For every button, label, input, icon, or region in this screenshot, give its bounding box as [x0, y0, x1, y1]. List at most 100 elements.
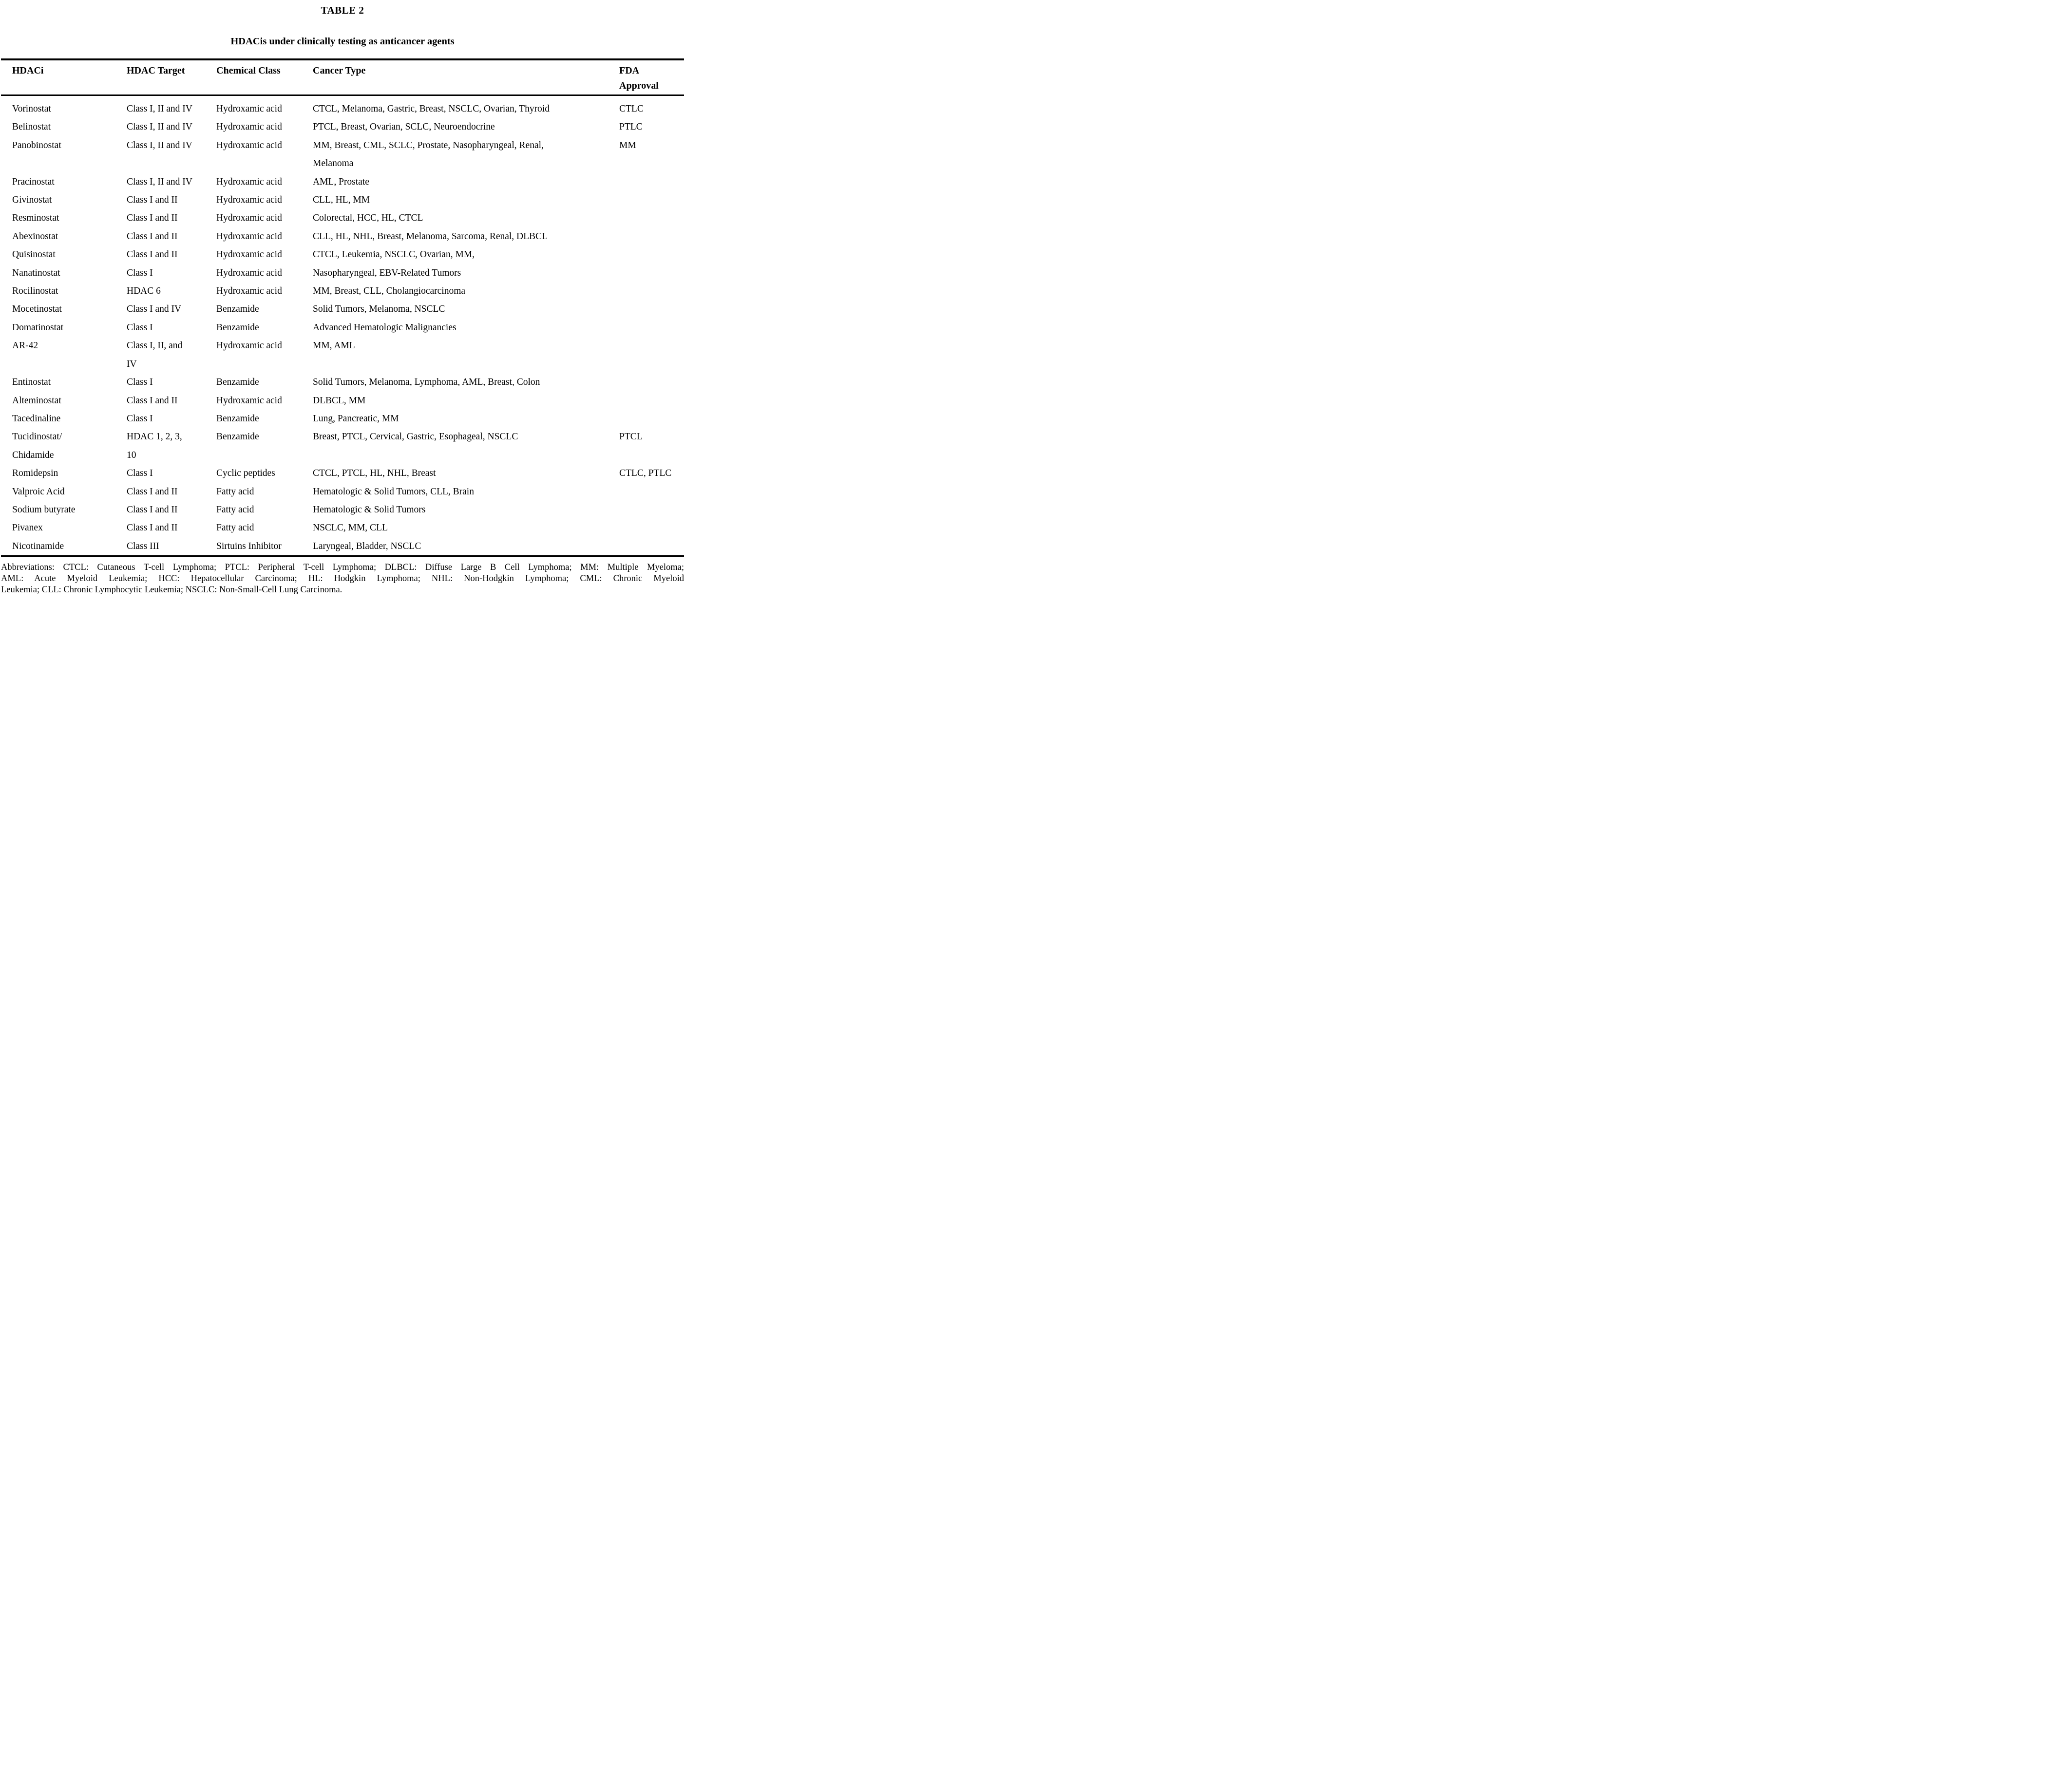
cell-hdaci: Quisinostat	[12, 249, 56, 260]
cell-hdac-target: Class I, II, and IV	[127, 340, 183, 369]
cell-hdaci: Nanatinostat	[12, 267, 60, 278]
cell-fda-approval	[619, 537, 684, 556]
cell-hdaci: Romidepsin	[12, 468, 58, 479]
table-row: Givinostat Class I and II Hydroxamic acid C…	[1, 191, 684, 209]
cell-fda-approval	[619, 227, 684, 245]
cell-cancer-type: CTCL, PTCL, HL, NHL, Breast	[313, 468, 436, 479]
cell-chemical-class: Hydroxamic acid	[216, 267, 282, 278]
cell-hdac-target: HDAC 6	[127, 286, 161, 297]
table-row: Panobinostat Class I, II and IV Hydroxamic…	[1, 136, 684, 173]
cell-chemical-class: Hydroxamic acid	[216, 340, 282, 351]
cell-chemical-class: Fatty acid	[216, 486, 254, 497]
col-header-hdac-target: HDAC Target	[127, 59, 216, 96]
cell-cancer-type: Breast, PTCL, Cervical, Gastric, Esophag…	[313, 432, 518, 442]
cell-fda-approval	[619, 392, 684, 410]
hdaci-table: HDACi HDAC Target Chemical Class Cancer …	[1, 58, 684, 558]
cell-cancer-type: Hematologic & Solid Tumors	[313, 504, 426, 515]
cell-cancer-type: CTCL, Leukemia, NSCLC, Ovarian, MM,	[313, 249, 475, 260]
cell-chemical-class: Sirtuins Inhibitor	[216, 541, 282, 551]
cell-fda-approval	[619, 282, 684, 300]
cell-chemical-class: Hydroxamic acid	[216, 231, 282, 242]
cell-hdac-target: Class I, II and IV	[127, 140, 192, 151]
cell-cancer-type: Lung, Pancreatic, MM	[313, 413, 399, 424]
cell-hdac-target: Class I and II	[127, 504, 178, 515]
cell-hdac-target: Class I, II and IV	[127, 104, 192, 114]
cell-hdaci: Givinostat	[12, 195, 52, 206]
cell-hdac-target: Class I and II	[127, 249, 178, 260]
table-caption: HDACis under clinically testing as antic…	[230, 36, 455, 47]
cell-hdac-target: Class I and II	[127, 195, 178, 206]
table-row: Alteminostat Class I and II Hydroxamic aci…	[1, 392, 684, 410]
cell-fda-approval	[619, 373, 684, 391]
table-row: Valproic Acid Class I and II Fatty acid Hem…	[1, 483, 684, 501]
cell-cancer-type: CLL, HL, MM	[313, 195, 370, 206]
cell-hdac-target: Class I and II	[127, 213, 178, 224]
cell-hdaci: Valproic Acid	[12, 486, 65, 497]
cell-chemical-class: Hydroxamic acid	[216, 249, 282, 260]
col-header-chemical-class: Chemical Class	[216, 59, 313, 96]
cell-chemical-class: Hydroxamic acid	[216, 176, 282, 187]
table-row: Resminostat Class I and II Hydroxamic acid…	[1, 209, 684, 227]
table-row: Pracinostat Class I, II and IV Hydroxamic …	[1, 173, 684, 191]
cell-fda-approval: PTCL	[619, 432, 643, 442]
table-label: TABLE 2	[321, 4, 364, 16]
cell-hdaci: Vorinostat	[12, 104, 51, 114]
cell-chemical-class: Fatty acid	[216, 504, 254, 515]
cell-fda-approval	[619, 319, 684, 337]
cell-chemical-class: Benzamide	[216, 322, 259, 333]
cell-cancer-type: CLL, HL, NHL, Breast, Melanoma, Sarcoma,…	[313, 231, 548, 242]
cell-cancer-type: NSCLC, MM, CLL	[313, 523, 388, 533]
cell-fda-approval	[619, 300, 684, 318]
footnote-line: AML: Acute Myeloid Leukemia; HCC: Hepato…	[1, 574, 684, 584]
cell-hdac-target: Class I and II	[127, 486, 178, 497]
cell-hdaci: Sodium butyrate	[12, 504, 76, 515]
cell-hdac-target: Class I and IV	[127, 304, 182, 315]
cell-fda-approval: PTLC	[619, 122, 643, 132]
cell-cancer-type: Solid Tumors, Melanoma, Lymphoma, AML, B…	[313, 377, 540, 388]
cell-hdac-target: Class I	[127, 413, 153, 424]
cell-hdaci: Pracinostat	[12, 176, 55, 187]
cell-hdac-target: Class I	[127, 267, 153, 278]
cell-hdaci: Tacedinaline	[12, 413, 61, 424]
cell-chemical-class: Benzamide	[216, 432, 259, 442]
col-header-hdaci: HDACi	[1, 59, 127, 96]
table-row: Entinostat Class I Benzamide Solid Tumors, …	[1, 373, 684, 391]
cell-fda-approval	[619, 483, 684, 501]
table-row: Tacedinaline Class I Benzamide Lung, Pancre…	[1, 410, 684, 428]
cell-chemical-class: Benzamide	[216, 304, 259, 315]
cell-chemical-class: Hydroxamic acid	[216, 140, 282, 151]
table-row: Belinostat Class I, II and IV Hydroxamic a…	[1, 118, 684, 136]
cell-chemical-class: Hydroxamic acid	[216, 104, 282, 114]
cell-hdac-target: Class I	[127, 322, 153, 333]
cell-cancer-type: Laryngeal, Bladder, NSCLC	[313, 541, 421, 551]
col-header-cancer-type: Cancer Type	[313, 59, 619, 96]
cell-hdaci: Abexinostat	[12, 231, 58, 242]
cell-chemical-class: Cyclic peptides	[216, 468, 275, 479]
table-row: Nanatinostat Class I Hydroxamic acid Nasoph…	[1, 264, 684, 282]
cell-cancer-type: MM, Breast, CML, SCLC, Prostate, Nasopha…	[313, 140, 544, 169]
cell-chemical-class: Hydroxamic acid	[216, 122, 282, 132]
table-header: HDACi HDAC Target Chemical Class Cancer …	[1, 59, 684, 96]
cell-chemical-class: Benzamide	[216, 377, 259, 388]
cell-hdaci: Rocilinostat	[12, 286, 58, 297]
cell-cancer-type: DLBCL, MM	[313, 395, 366, 406]
cell-hdac-target: Class I and II	[127, 231, 178, 242]
cell-hdaci: AR-42	[12, 340, 38, 351]
cell-hdac-target: Class III	[127, 541, 159, 551]
cell-hdac-target: Class I, II and IV	[127, 176, 192, 187]
cell-fda-approval	[619, 245, 684, 264]
footnote-line: Abbreviations: CTCL: Cutaneous T-cell Ly…	[1, 563, 684, 573]
cell-fda-approval: CTLC, PTLC	[619, 468, 672, 479]
cell-fda-approval: MM	[619, 140, 636, 151]
cell-cancer-type: Colorectal, HCC, HL, CTCL	[313, 213, 423, 224]
table-row: Romidepsin Class I Cyclic peptides CTCL, PT…	[1, 464, 684, 482]
cell-fda-approval	[619, 173, 684, 191]
cell-fda-approval	[619, 337, 684, 373]
cell-hdaci: Nicotinamide	[12, 541, 64, 551]
cell-hdaci: Alteminostat	[12, 395, 61, 406]
cell-chemical-class: Hydroxamic acid	[216, 213, 282, 224]
manuscript-page: TABLE 2 HDACis under clinically testing …	[0, 0, 685, 597]
cell-hdaci: Mocetinostat	[12, 304, 62, 315]
cell-hdac-target: HDAC 1, 2, 3, 10	[127, 432, 182, 460]
cell-hdaci: Entinostat	[12, 377, 51, 388]
